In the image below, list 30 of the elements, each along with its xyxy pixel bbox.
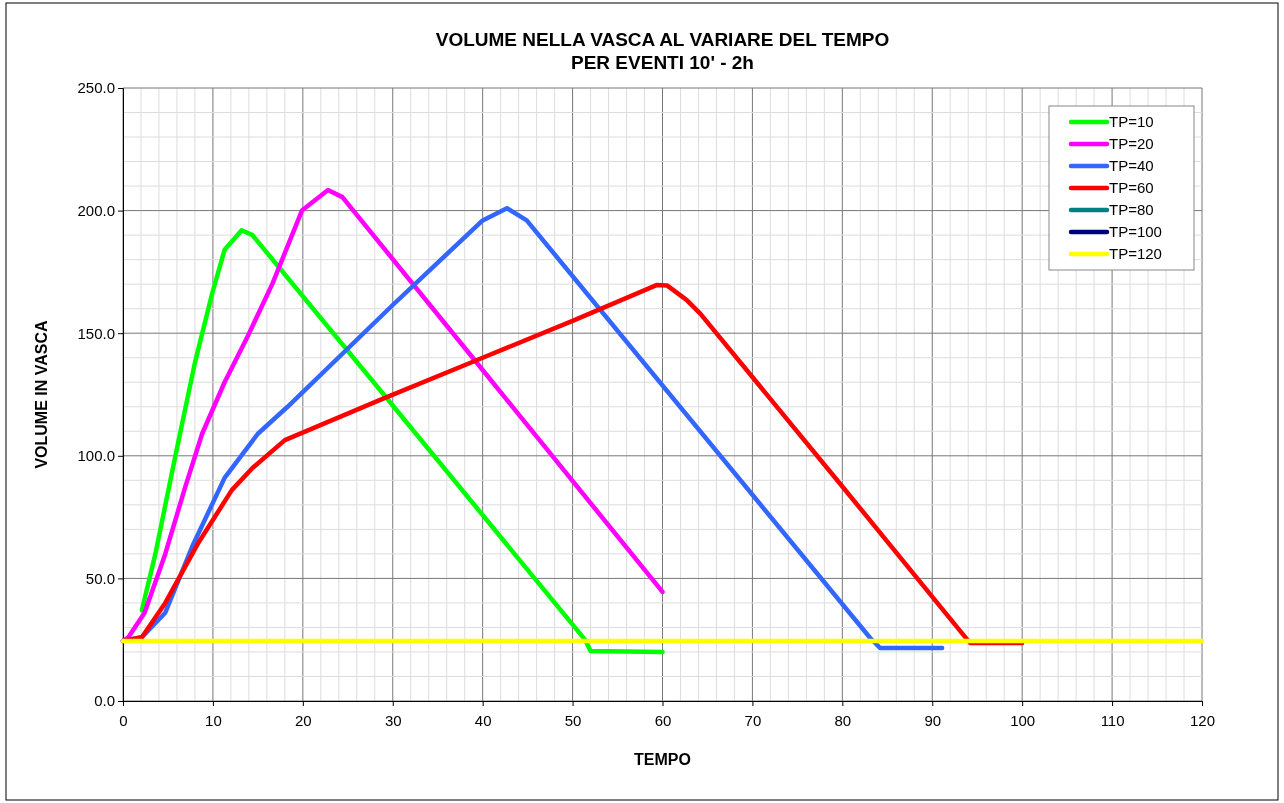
x-tick-label: 80 — [834, 711, 852, 729]
x-tick-label: 120 — [1189, 711, 1216, 729]
x-axis-title: TEMPO — [634, 751, 691, 768]
legend-label: TP=60 — [1109, 179, 1154, 196]
x-tick-label: 90 — [924, 711, 942, 729]
x-tick-label: 0 — [119, 711, 128, 729]
legend-label: TP=20 — [1109, 135, 1154, 152]
legend-label: TP=100 — [1109, 223, 1162, 240]
chart-title: VOLUME NELLA VASCA AL VARIARE DEL TEMPO — [435, 29, 890, 50]
x-tick-label: 30 — [384, 711, 402, 729]
legend-label: TP=80 — [1109, 201, 1154, 218]
x-tick-label: 110 — [1100, 711, 1125, 729]
x-tick-label: 20 — [294, 711, 312, 729]
y-tick-label: 0.0 — [94, 692, 115, 710]
legend-label: TP=120 — [1109, 245, 1162, 262]
y-tick-label: 150.0 — [77, 324, 115, 342]
x-tick-label: 60 — [654, 711, 672, 729]
y-tick-label: 200.0 — [77, 201, 115, 219]
y-axis-title: VOLUME IN VASCA — [33, 319, 50, 469]
x-tick-label: 50 — [564, 711, 582, 729]
legend-label: TP=10 — [1109, 113, 1154, 130]
y-tick-label: 250.0 — [77, 79, 115, 97]
x-tick-label: 70 — [744, 711, 762, 729]
x-tick-label: 10 — [205, 711, 222, 729]
y-tick-label: 50.0 — [85, 569, 115, 587]
x-tick-label: 100 — [1010, 711, 1036, 729]
legend-label: TP=40 — [1109, 157, 1154, 174]
x-tick-label: 40 — [474, 711, 492, 729]
chart-subtitle: PER EVENTI 10' - 2h — [571, 52, 754, 73]
y-tick-label: 100.0 — [77, 447, 115, 465]
